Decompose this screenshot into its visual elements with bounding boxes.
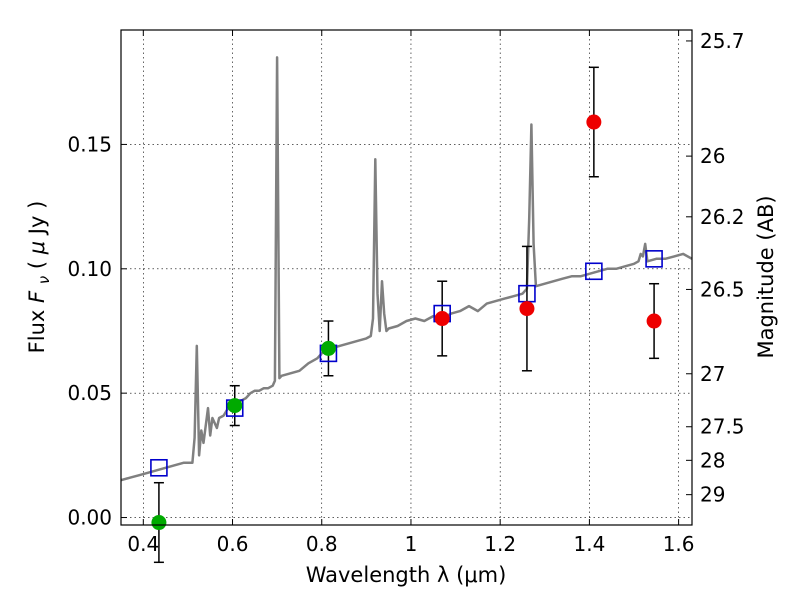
- y-axis-label-open: (: [25, 254, 49, 269]
- y-tick-label: 0.10: [67, 257, 112, 281]
- y-axis-left: 0.00 0.05 0.10 0.15: [67, 132, 127, 530]
- x-tick-label: 1: [405, 532, 418, 556]
- y-right-tick-label: 28: [700, 448, 725, 472]
- y-axis-right-label: Magnitude (AB): [754, 195, 778, 358]
- spectrum-line: [121, 56, 692, 482]
- y-right-tick-label: 25.7: [700, 29, 745, 53]
- detection-point: [434, 311, 450, 327]
- x-tick-label: 1.4: [573, 532, 605, 556]
- y-axis-label-symbol: F: [25, 290, 49, 303]
- detection-point: [227, 398, 243, 414]
- y-axis-right: 25.7 26 26.2 26.5 27 27.5 28 29: [686, 29, 745, 507]
- y-right-tick-label: 26: [700, 144, 725, 168]
- detection-point: [646, 313, 662, 329]
- y-axis-label-subscript: ν: [35, 276, 53, 284]
- x-tick-label: 0.6: [217, 532, 249, 556]
- model-square-point: [150, 458, 168, 477]
- y-right-tick-label: 26.5: [700, 277, 745, 301]
- model-square-point: [585, 262, 603, 281]
- model-square-point: [645, 250, 663, 268]
- x-tick-label: 1.6: [663, 532, 695, 556]
- plot-frame: [120, 29, 693, 526]
- y-right-tick-label: 27: [700, 362, 725, 386]
- x-axis: 0.4 0.6 0.8 1 1.2 1.4 1.6: [127, 30, 695, 556]
- detection-point: [320, 340, 336, 356]
- y-tick-label: 0.15: [67, 132, 112, 156]
- y-right-tick-label: 26.2: [700, 205, 745, 229]
- y-tick-label: 0.05: [67, 381, 112, 405]
- grid: [121, 30, 692, 525]
- x-axis-label: Wavelength λ (μm): [306, 563, 507, 587]
- plot-area: [121, 56, 692, 564]
- plot-content: [121, 56, 692, 482]
- y-axis-label-unit: Jy ): [25, 201, 49, 237]
- y-right-tick-label: 27.5: [700, 415, 745, 439]
- x-tick-label: 0.8: [306, 532, 338, 556]
- detection-point: [151, 515, 167, 531]
- x-tick-label: 1.2: [484, 532, 516, 556]
- detection-point: [586, 114, 602, 130]
- y-right-tick-label: 29: [700, 483, 725, 507]
- x-tick-label: 0.4: [127, 532, 159, 556]
- y-axis-label-flux: Flux: [25, 303, 49, 353]
- detection-point: [519, 301, 535, 317]
- y-axis-label: Flux F ν ( μ Jy ): [25, 201, 54, 354]
- y-tick-label: 0.00: [67, 506, 112, 530]
- y-axis-label-mu: μ: [25, 241, 49, 255]
